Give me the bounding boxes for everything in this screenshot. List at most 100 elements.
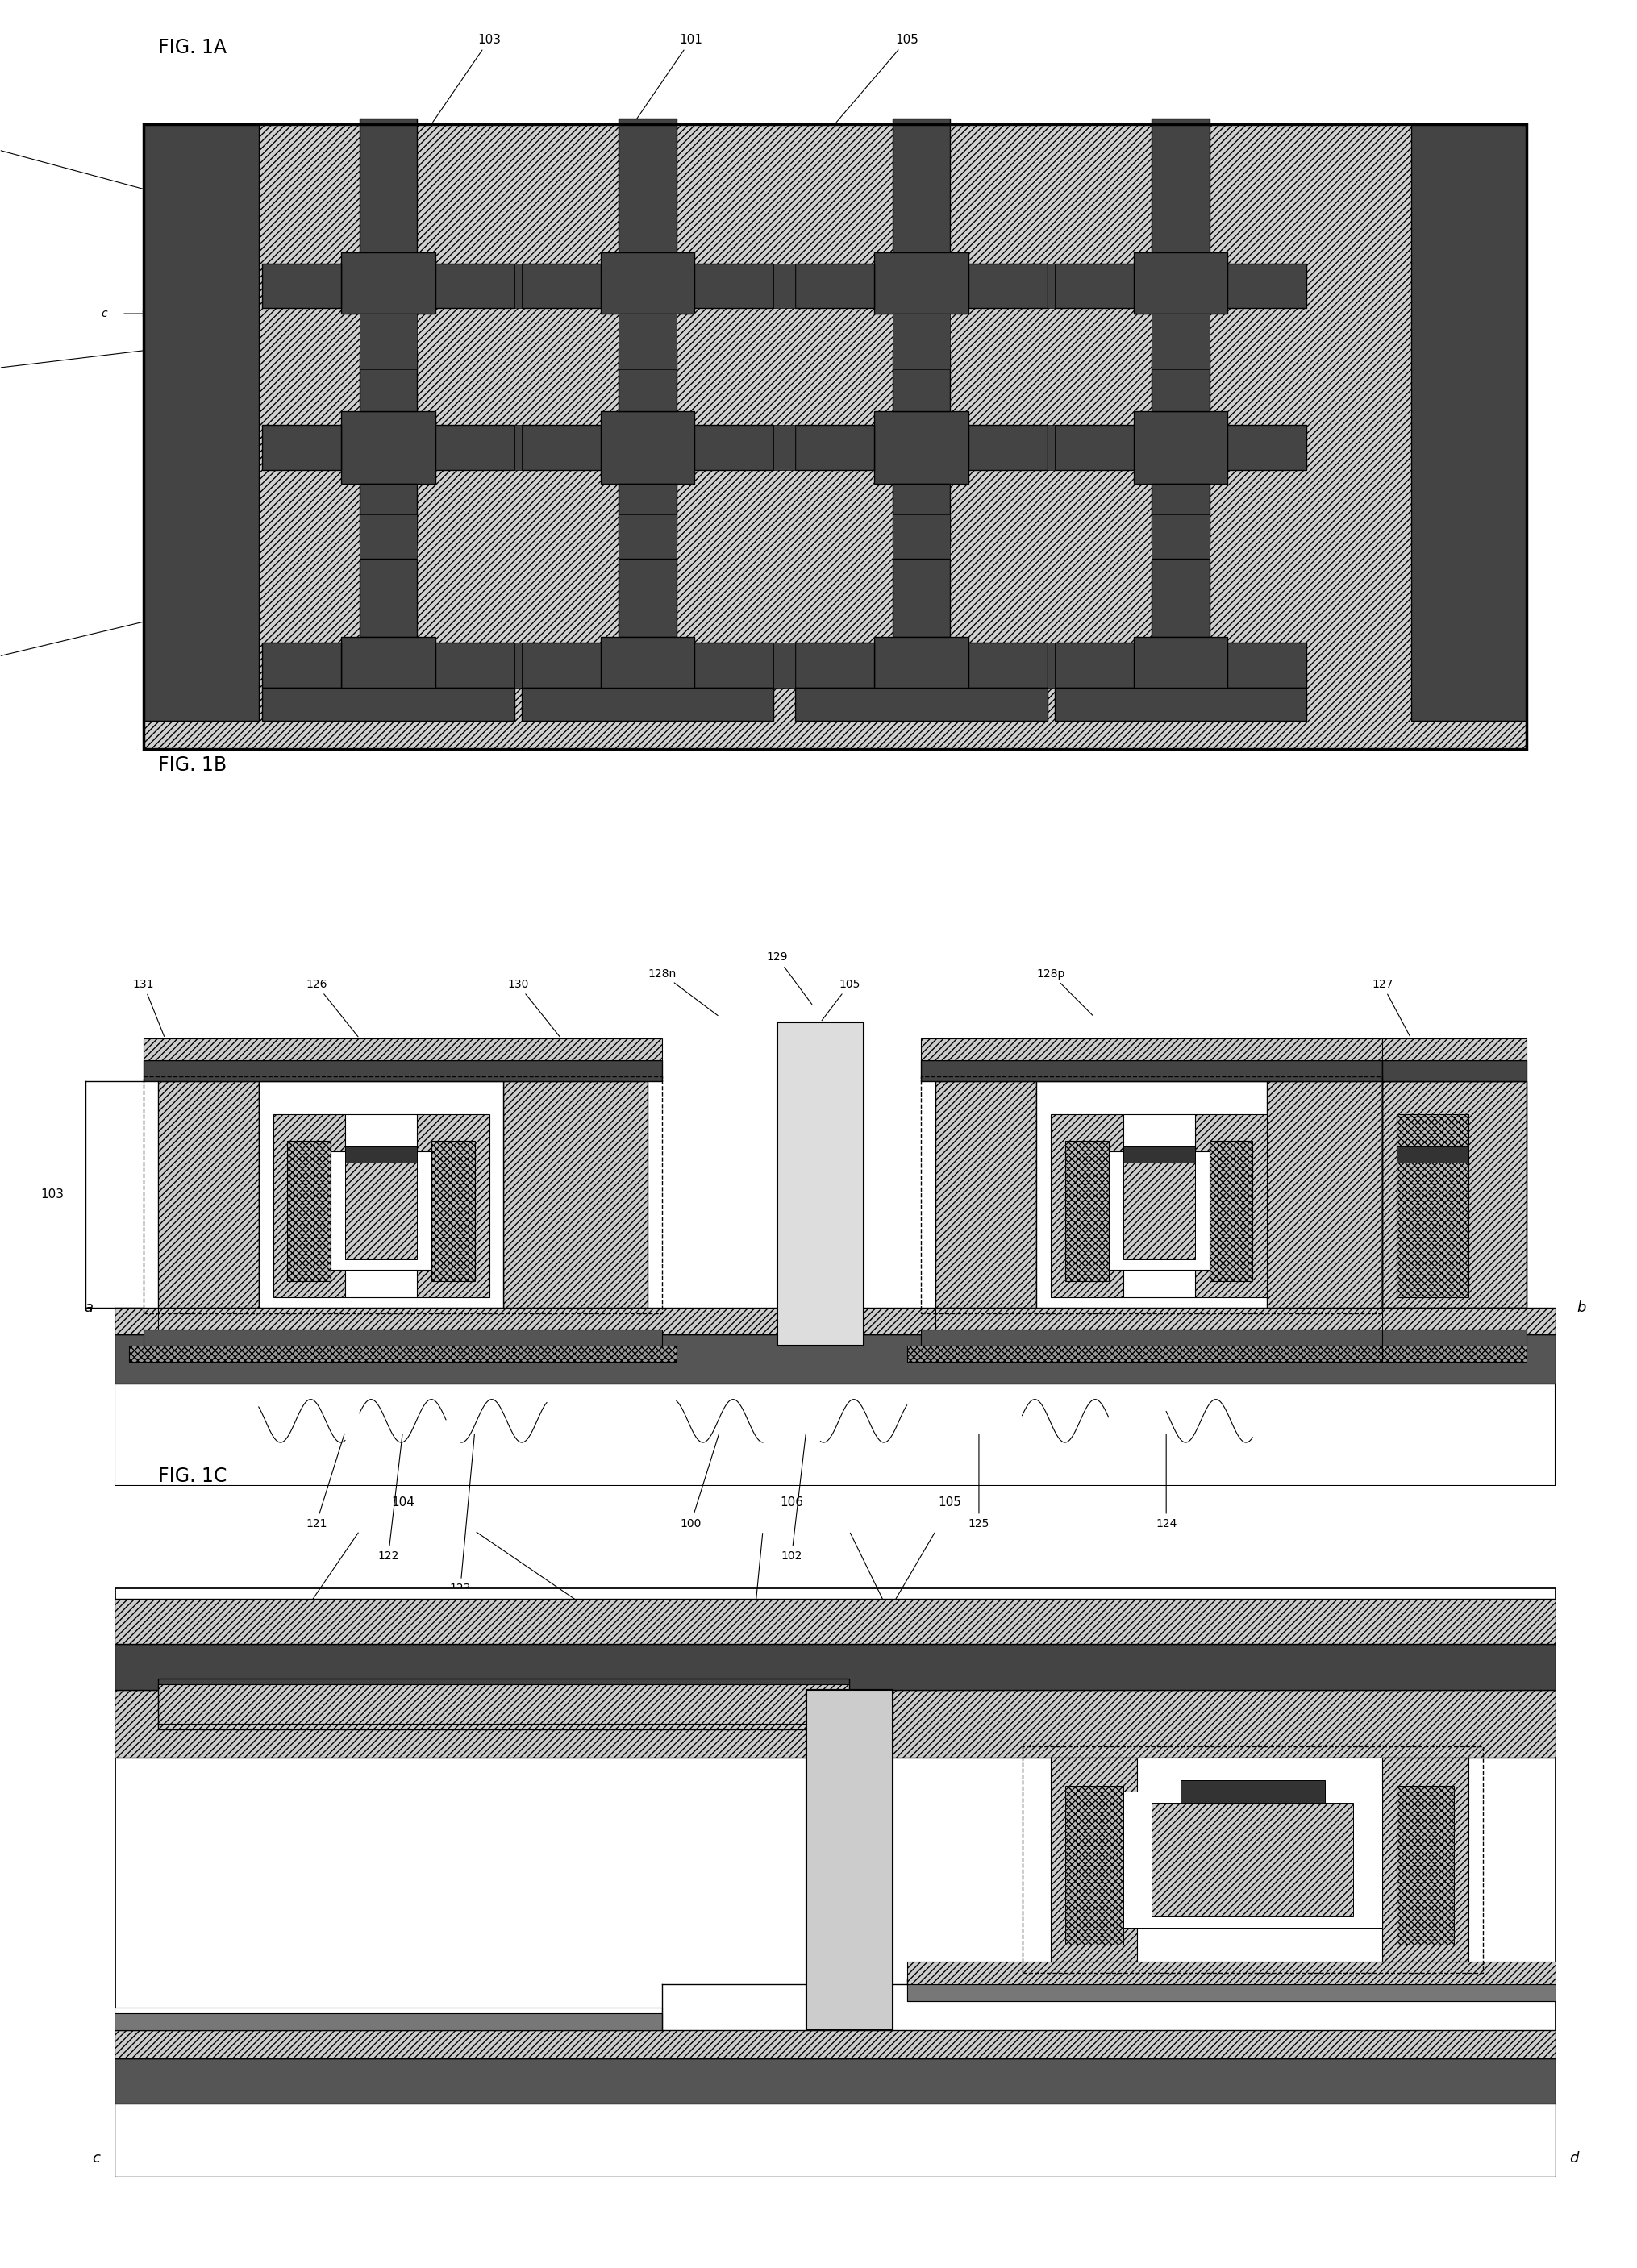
Bar — [514, 642, 522, 687]
Text: 100: 100 — [0, 141, 149, 191]
Text: 102: 102 — [781, 1433, 805, 1560]
Bar — [115, 2014, 661, 2030]
Bar — [1152, 1803, 1354, 1916]
Text: b: b — [1576, 1300, 1586, 1315]
Bar — [1152, 515, 1210, 560]
Text: d: d — [1570, 2152, 1578, 2166]
Bar — [360, 560, 417, 637]
Bar — [157, 1683, 850, 1724]
Text: FIG. 1A: FIG. 1A — [157, 39, 226, 57]
Bar — [1396, 1787, 1454, 1946]
Text: FIG. 1C: FIG. 1C — [157, 1465, 226, 1486]
Bar — [892, 313, 949, 370]
Bar — [1048, 642, 1054, 687]
Bar — [345, 1145, 417, 1163]
Bar — [115, 1644, 1555, 1690]
Bar — [1210, 1141, 1252, 1281]
Bar — [907, 1962, 1555, 1984]
Bar — [435, 426, 514, 469]
Bar — [144, 1329, 661, 1345]
Bar — [1054, 263, 1134, 308]
Bar — [907, 1978, 1555, 2003]
Text: 105: 105 — [837, 34, 918, 122]
Bar — [874, 411, 967, 483]
Bar — [1382, 1758, 1468, 1962]
Bar — [345, 1114, 417, 1297]
Bar — [345, 1163, 417, 1259]
Bar — [417, 1114, 489, 1297]
Bar — [259, 1082, 504, 1309]
Bar — [774, 426, 796, 469]
Bar — [619, 349, 676, 411]
Bar — [1108, 1152, 1210, 1270]
Bar — [922, 1329, 1411, 1345]
Text: 123: 123 — [450, 1433, 475, 1594]
Bar — [936, 1082, 1036, 1309]
Bar — [1123, 1145, 1195, 1163]
Bar — [115, 1309, 1555, 1334]
Bar — [1048, 263, 1054, 308]
Bar — [360, 483, 417, 544]
Text: 128p: 128p — [1036, 968, 1092, 1016]
Text: FIG. 1B: FIG. 1B — [157, 755, 226, 776]
Bar — [522, 642, 601, 687]
Bar — [360, 118, 417, 252]
Bar — [619, 515, 676, 560]
Bar — [1228, 263, 1306, 308]
Bar — [1123, 1163, 1195, 1259]
Bar — [514, 263, 522, 308]
Bar — [874, 252, 967, 313]
Bar — [694, 263, 774, 308]
Bar — [601, 252, 694, 313]
Bar — [129, 1345, 676, 1361]
Bar — [144, 125, 259, 721]
Bar — [907, 1984, 1555, 2003]
Text: 103: 103 — [432, 34, 501, 122]
Bar — [342, 411, 435, 483]
Bar — [144, 1059, 661, 1082]
Text: 130: 130 — [507, 980, 560, 1036]
Bar — [1382, 1082, 1526, 1309]
Bar — [115, 2007, 661, 2030]
Bar — [805, 1690, 892, 2030]
Bar — [1152, 118, 1210, 252]
Bar — [892, 483, 949, 544]
Text: 101: 101 — [635, 34, 702, 122]
Bar — [262, 687, 514, 721]
Bar — [522, 687, 774, 721]
Bar — [694, 642, 774, 687]
Bar — [157, 1678, 850, 1728]
Bar — [922, 1077, 1382, 1313]
Bar — [115, 2030, 1555, 2059]
Bar — [504, 1082, 648, 1309]
Bar — [1152, 313, 1210, 370]
Bar — [774, 263, 796, 308]
Text: 126: 126 — [306, 980, 359, 1036]
Bar — [262, 263, 342, 308]
Bar — [1382, 1329, 1526, 1345]
Bar — [360, 515, 417, 560]
Text: c: c — [101, 308, 108, 320]
Text: 131: 131 — [133, 980, 164, 1036]
Text: 105: 105 — [938, 1497, 963, 1508]
Bar — [619, 560, 676, 637]
Bar — [1066, 1141, 1108, 1281]
Bar — [1134, 252, 1228, 313]
Text: 127: 127 — [1372, 980, 1409, 1036]
Bar — [435, 263, 514, 308]
Bar — [892, 560, 949, 637]
Bar — [1066, 1787, 1123, 1946]
Bar — [922, 1039, 1382, 1059]
Bar — [115, 2059, 1555, 2105]
Text: 121: 121 — [306, 1433, 344, 1529]
Bar — [1054, 426, 1134, 469]
Bar — [1382, 1039, 1526, 1059]
Bar — [892, 118, 949, 252]
Bar — [892, 515, 949, 560]
Bar — [1411, 125, 1526, 721]
Bar — [967, 426, 1048, 469]
Text: 105: 105 — [822, 980, 859, 1021]
Text: 122: 122 — [378, 1433, 403, 1560]
Bar — [774, 642, 796, 687]
Bar — [796, 687, 1048, 721]
